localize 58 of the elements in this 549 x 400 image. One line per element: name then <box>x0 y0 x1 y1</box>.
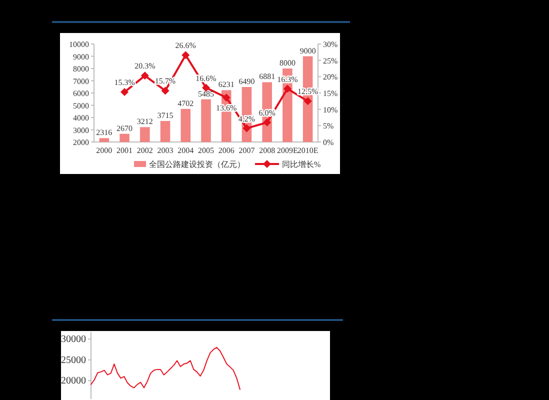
point <box>304 97 312 106</box>
point <box>161 86 170 95</box>
x-tick-label: 2009E <box>277 146 298 155</box>
y-tick-label: 30000 <box>61 334 86 346</box>
x-tick-label: 2007 <box>238 146 255 155</box>
x-tick-label: 2008 <box>259 146 276 155</box>
data-label: 2316 <box>96 128 112 138</box>
point <box>182 51 190 60</box>
y2-tick-label: 30% <box>323 40 338 49</box>
data-label: 3212 <box>136 117 153 126</box>
y2-tick-label: 0% <box>323 138 334 147</box>
x-tick-label: 2010E <box>297 146 318 155</box>
line-series <box>90 346 240 390</box>
x-tick-label: 2002 <box>136 146 153 155</box>
x-tick-label: 2004 <box>178 146 194 155</box>
y2-tick-label: 15% <box>323 89 338 98</box>
y-tick-label: 9000 <box>73 52 89 62</box>
data-label: 12.5% <box>297 87 318 96</box>
x-tick-label: 2003 <box>157 146 174 155</box>
y-tick-label: 3000 <box>73 126 89 135</box>
y-tick-label: 10000 <box>69 40 89 49</box>
y-tick-label: 5000 <box>73 101 89 110</box>
point <box>242 124 251 132</box>
y-tick-label: 20000 <box>61 376 86 387</box>
x-tick-label: 2005 <box>198 146 214 155</box>
data-label: 26.6% <box>175 41 196 50</box>
point <box>140 72 149 80</box>
data-label: 3715 <box>157 110 174 120</box>
data-label: 5485 <box>198 89 214 98</box>
point <box>283 84 292 93</box>
y-tick-label: 6000 <box>73 89 89 98</box>
y2-tick-label: 10% <box>323 105 338 114</box>
y-tick-label: 4000 <box>73 114 89 122</box>
data-label: 9000 <box>300 46 316 56</box>
legend-label: 全国公路建设投资（亿元） <box>149 160 245 169</box>
data-label: 6490 <box>238 76 255 86</box>
y-tick-label: 8000 <box>73 64 89 74</box>
data-label: 2670 <box>116 124 133 133</box>
point <box>263 118 272 126</box>
data-label: 6231 <box>218 80 234 90</box>
point <box>222 94 230 102</box>
y-tick-label: 7000 <box>73 76 89 86</box>
data-label: 4702 <box>178 98 194 108</box>
y2-tick-label: 5% <box>323 122 334 131</box>
point <box>120 88 129 96</box>
data-label: 15.3% <box>114 78 136 88</box>
y2-tick-label: 20% <box>323 72 338 82</box>
y2-tick-label: 25% <box>323 56 338 66</box>
data-label: 8000 <box>279 58 296 68</box>
x-tick-label: 2006 <box>218 146 234 155</box>
data-label: 20.3% <box>134 62 156 71</box>
data-label: 16.3% <box>277 74 298 84</box>
x-tick-label: 2001 <box>116 146 133 155</box>
y-tick-label: 25000 <box>61 354 86 366</box>
data-label: 6881 <box>259 72 276 82</box>
y-tick-label: 2000 <box>73 138 89 147</box>
legend-label: 同比增长% <box>282 160 321 169</box>
x-tick-label: 2000 <box>96 146 112 155</box>
